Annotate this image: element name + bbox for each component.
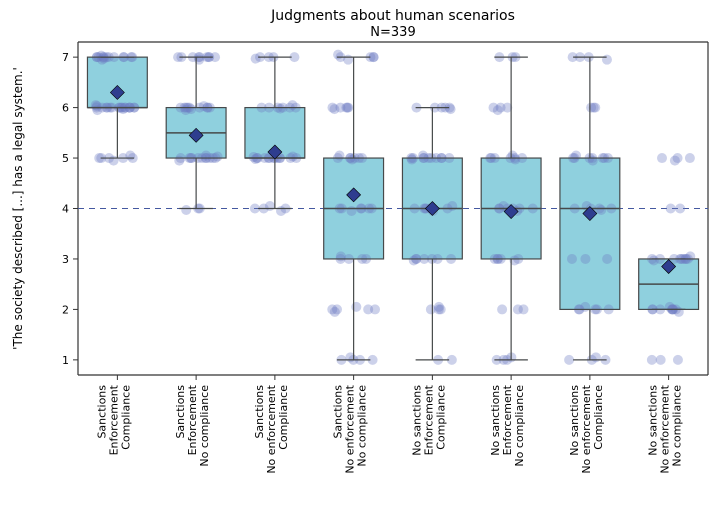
jitter-point (602, 254, 612, 264)
jitter-point (288, 152, 298, 162)
jitter-point (335, 151, 345, 161)
jitter-point (251, 54, 261, 64)
jitter-point (276, 206, 286, 216)
x-tick-label: No compliance (671, 385, 684, 467)
jitter-point (508, 151, 518, 161)
jitter-point (602, 55, 612, 65)
jitter-point (333, 50, 343, 60)
jitter-point (673, 355, 683, 365)
jitter-point (370, 304, 380, 314)
boxplot-figure: Judgments about human scenariosN=339 'The… (0, 0, 725, 518)
y-tick-label: 2 (62, 303, 69, 316)
jitter-point (657, 153, 667, 163)
jitter-point (446, 104, 456, 114)
jitter-point (347, 206, 357, 216)
jitter-point (586, 103, 596, 113)
x-tick-label: No compliance (198, 385, 211, 467)
jitter-point (685, 153, 695, 163)
jitter-point (343, 55, 353, 65)
jitter-point (447, 201, 457, 211)
x-tick-label: No compliance (356, 385, 369, 467)
jitter-point (265, 201, 275, 211)
jitter-point (666, 204, 676, 214)
y-tick-label: 3 (62, 253, 69, 266)
jitter-point (287, 100, 297, 110)
jitter-point (489, 103, 499, 113)
jitter-point (647, 355, 657, 365)
y-tick-label: 4 (62, 203, 69, 216)
y-tick-label: 5 (62, 152, 69, 165)
jitter-point (564, 355, 574, 365)
jitter-point (342, 103, 352, 113)
jitter-point (351, 302, 361, 312)
jitter-point (181, 205, 191, 215)
x-tick-label: Compliance (119, 385, 132, 450)
x-tick-label: Compliance (592, 385, 605, 450)
jitter-point (670, 156, 680, 166)
jitter-point (567, 254, 577, 264)
y-tick-label: 7 (62, 51, 69, 64)
jitter-point (518, 304, 528, 314)
jitter-point (675, 204, 685, 214)
chart-subtitle: N=339 (370, 25, 415, 40)
y-tick-label: 6 (62, 102, 69, 115)
jitter-point (497, 304, 507, 314)
x-tick-label: No compliance (513, 385, 526, 467)
y-tick-label: 1 (62, 354, 69, 367)
jitter-point (434, 304, 444, 314)
jitter-point (580, 254, 590, 264)
jitter-point (330, 307, 340, 317)
jitter-point (409, 255, 419, 265)
jitter-point (656, 355, 666, 365)
x-tick-label: Compliance (434, 385, 447, 450)
x-tick-label: Compliance (277, 385, 290, 450)
y-axis-label: 'The society described [...] has a legal… (11, 67, 25, 350)
boxplot-svg: Judgments about human scenariosN=339 'The… (0, 0, 725, 518)
chart-title: Judgments about human scenarios (270, 8, 515, 24)
